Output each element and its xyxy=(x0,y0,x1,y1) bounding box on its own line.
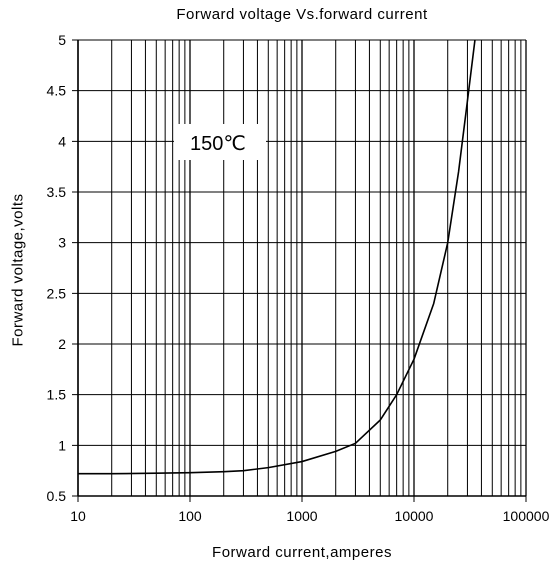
y-tick-label: 4 xyxy=(58,133,66,149)
y-tick-label: 1 xyxy=(58,437,66,453)
y-tick-label: 4.5 xyxy=(47,83,67,99)
y-axis-label: Forward voltage,volts xyxy=(9,193,27,347)
y-tick-label: 3.5 xyxy=(47,184,67,200)
x-tick-label: 100 xyxy=(178,508,202,524)
y-tick-label: 1.5 xyxy=(47,387,67,403)
series-line xyxy=(78,40,476,475)
annotation-label: 150℃ xyxy=(190,133,246,155)
x-tick-label: 1000 xyxy=(286,508,317,524)
x-axis-label: Forward current,amperes xyxy=(212,544,392,561)
annotation-box xyxy=(174,124,266,160)
y-tick-label: 0.5 xyxy=(47,488,67,504)
x-tick-label: 100000 xyxy=(503,508,550,524)
chart-title: Forward voltage Vs.forward current xyxy=(176,6,428,23)
y-tick-label: 2 xyxy=(58,336,66,352)
x-tick-label: 10000 xyxy=(395,508,434,524)
y-tick-label: 2.5 xyxy=(47,285,67,301)
y-tick-label: 5 xyxy=(58,32,66,48)
x-tick-label: 10 xyxy=(70,508,86,524)
y-tick-label: 3 xyxy=(58,235,66,251)
